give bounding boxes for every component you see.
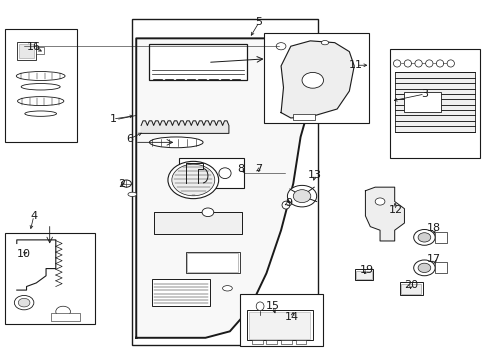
Circle shape [374, 198, 384, 205]
Bar [354, 269, 372, 280]
Text: 16: 16 [27, 42, 41, 52]
Bar [355, 271, 371, 279]
Circle shape [56, 306, 70, 317]
Polygon shape [365, 187, 404, 241]
Text: 2: 2 [118, 179, 125, 189]
Bar [152, 279, 210, 306]
Text: 4: 4 [30, 211, 38, 221]
Text: 17: 17 [426, 254, 440, 264]
Polygon shape [136, 39, 311, 338]
Text: 12: 12 [388, 206, 402, 216]
Ellipse shape [435, 60, 443, 67]
Text: 14: 14 [285, 312, 299, 322]
Bar [394, 72, 474, 132]
Text: 1: 1 [109, 114, 116, 124]
Bar [51, 314, 80, 320]
Ellipse shape [149, 137, 203, 148]
Circle shape [302, 72, 323, 88]
Ellipse shape [21, 84, 60, 90]
Bar [295, 339, 306, 344]
Ellipse shape [404, 60, 411, 67]
Bar [17, 42, 36, 60]
Bar [434, 262, 447, 273]
Text: 8: 8 [237, 164, 244, 174]
Text: 5: 5 [255, 17, 262, 27]
Bar [185, 252, 239, 273]
Bar [434, 232, 447, 243]
Text: 9: 9 [284, 198, 291, 208]
Text: 6: 6 [126, 134, 133, 144]
Circle shape [167, 161, 218, 199]
Ellipse shape [282, 201, 289, 209]
Ellipse shape [393, 60, 400, 67]
Ellipse shape [128, 192, 137, 197]
Bar [132, 19, 317, 345]
Bar [399, 282, 422, 296]
Bar [178, 158, 244, 188]
Circle shape [14, 296, 34, 310]
Circle shape [413, 260, 434, 276]
Ellipse shape [219, 168, 231, 179]
Circle shape [287, 185, 316, 207]
Text: 7: 7 [255, 164, 262, 174]
Ellipse shape [25, 111, 57, 116]
Circle shape [293, 190, 310, 203]
Circle shape [276, 42, 285, 50]
Ellipse shape [321, 41, 328, 45]
Bar [154, 212, 242, 234]
Bar [4, 30, 77, 142]
Bar [246, 310, 312, 340]
Bar [389, 49, 479, 158]
Bar [264, 33, 368, 123]
Bar [187, 253, 238, 272]
Ellipse shape [425, 60, 432, 67]
Ellipse shape [16, 72, 65, 81]
Ellipse shape [222, 285, 232, 291]
Text: 19: 19 [360, 265, 374, 275]
Text: 13: 13 [307, 170, 322, 180]
Bar [149, 44, 246, 80]
Polygon shape [141, 121, 228, 134]
Bar [404, 92, 440, 112]
Text: 15: 15 [265, 301, 279, 311]
Polygon shape [281, 41, 353, 118]
Bar [266, 339, 277, 344]
Text: 11: 11 [348, 60, 362, 70]
Circle shape [417, 263, 430, 273]
Bar [281, 339, 291, 344]
Ellipse shape [256, 302, 264, 311]
Bar [239, 294, 322, 346]
Circle shape [417, 233, 430, 242]
Ellipse shape [446, 60, 453, 67]
Bar [400, 284, 420, 294]
Ellipse shape [414, 60, 421, 67]
Bar [36, 47, 43, 54]
Circle shape [202, 208, 213, 217]
Ellipse shape [18, 96, 64, 105]
Text: 3: 3 [421, 89, 427, 99]
Circle shape [18, 298, 30, 307]
Circle shape [413, 229, 434, 245]
Text: 20: 20 [404, 280, 417, 290]
Text: 18: 18 [426, 224, 440, 233]
Circle shape [122, 180, 131, 187]
Bar [4, 233, 95, 324]
Bar [293, 114, 315, 121]
Bar [251, 339, 262, 344]
Bar [249, 312, 310, 338]
Bar [19, 44, 34, 58]
Text: 10: 10 [17, 248, 31, 258]
Circle shape [171, 164, 214, 196]
